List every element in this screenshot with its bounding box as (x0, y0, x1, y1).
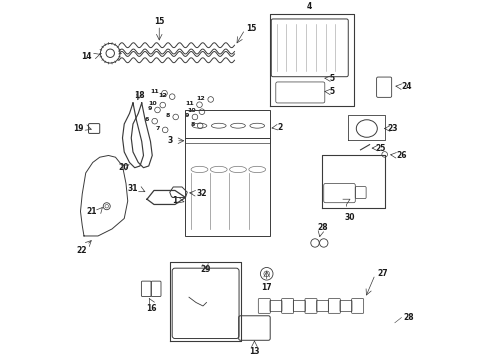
Text: 7: 7 (155, 126, 160, 131)
Text: 10: 10 (148, 101, 157, 106)
Text: 16: 16 (146, 303, 156, 312)
Text: 29: 29 (200, 265, 211, 274)
Text: 26: 26 (396, 150, 407, 159)
Text: 12: 12 (196, 95, 205, 100)
Text: 8: 8 (166, 113, 170, 118)
Text: 9: 9 (147, 106, 152, 111)
Text: 14: 14 (81, 52, 92, 61)
Text: 2: 2 (277, 123, 282, 132)
Text: 12: 12 (158, 93, 167, 98)
Text: 10: 10 (188, 108, 196, 113)
Text: 23: 23 (388, 124, 398, 133)
Text: 5: 5 (330, 74, 335, 83)
Text: 5: 5 (330, 87, 335, 96)
Text: 1: 1 (172, 197, 178, 206)
Text: 9: 9 (185, 113, 189, 118)
Text: 11: 11 (185, 101, 194, 106)
Text: 20: 20 (118, 162, 129, 171)
Text: 19: 19 (74, 123, 84, 132)
Text: 3: 3 (167, 136, 172, 145)
Text: 15: 15 (154, 17, 165, 26)
Text: 17: 17 (261, 283, 272, 292)
Bar (186, 138, 270, 236)
Text: 15: 15 (246, 24, 256, 33)
Text: 30: 30 (345, 213, 355, 222)
Bar (186, 138, 270, 143)
Text: 28: 28 (403, 313, 414, 322)
Bar (186, 110, 270, 138)
Text: 27: 27 (377, 269, 388, 278)
Text: 4: 4 (307, 2, 313, 11)
Text: 25: 25 (375, 144, 386, 153)
Text: 22: 22 (76, 247, 87, 256)
Text: 8: 8 (190, 122, 195, 127)
Text: 18: 18 (134, 91, 145, 100)
Text: 31: 31 (127, 184, 138, 193)
Text: 28: 28 (318, 223, 328, 232)
Text: 11: 11 (150, 89, 159, 94)
Text: 13: 13 (249, 347, 260, 356)
Text: 32: 32 (196, 189, 207, 198)
Text: 6: 6 (145, 117, 149, 122)
Text: 24: 24 (401, 82, 412, 91)
Text: 21: 21 (87, 207, 98, 216)
